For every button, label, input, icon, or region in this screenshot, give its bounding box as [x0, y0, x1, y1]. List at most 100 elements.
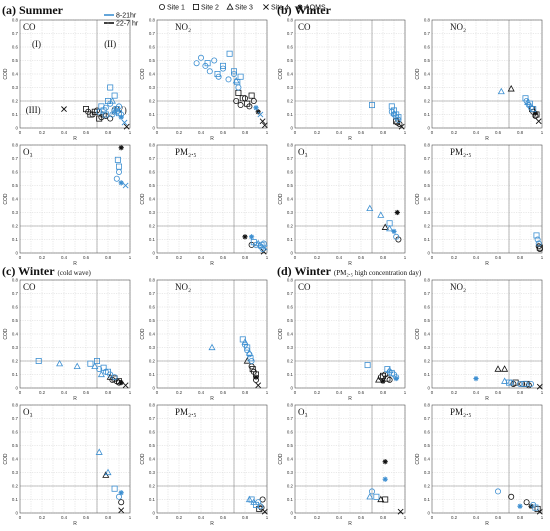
point-day-triangle — [497, 87, 505, 95]
point-day-circle — [113, 175, 120, 182]
x-tick-label: 0.2 — [176, 130, 183, 135]
y-tick-label: 0.1 — [287, 372, 294, 377]
panel: 0 0.1 0.2 0.3 0.4 0.5 0.6 0.7 0.8 0 0.2 0.4 0.6 0.8 1 R… — [140, 18, 269, 143]
x-tick-label: 0 — [156, 515, 159, 520]
x-axis-label: R — [210, 261, 214, 267]
y-tick-label: 0.3 — [149, 345, 156, 350]
y-tick-label: 0.6 — [424, 305, 431, 310]
x-tick-label: 0.8 — [105, 130, 112, 135]
y-tick-label: 0 — [291, 511, 294, 516]
panel-title: PM₂.₅ — [450, 147, 472, 157]
x-axis-label: R — [73, 521, 77, 527]
y-tick-label: 0.3 — [287, 85, 294, 90]
point-night-x — [61, 106, 67, 113]
y-tick-label: 0.1 — [424, 112, 431, 117]
x-axis-label: R — [485, 136, 489, 142]
point-day-square — [100, 107, 107, 114]
x-tick-label: 0.6 — [358, 390, 365, 395]
point-day-circle — [528, 380, 535, 387]
x-tick-label: 0 — [431, 130, 434, 135]
y-tick-label: 0 — [153, 511, 156, 516]
point-day-square — [533, 232, 540, 239]
y-tick-label: 0.5 — [424, 318, 431, 323]
x-tick-label: 1 — [129, 515, 132, 520]
point-day-star — [473, 375, 479, 382]
y-tick-label: 0.8 — [424, 18, 431, 23]
y-tick-label: 0.5 — [12, 443, 19, 448]
y-tick-label: 0.7 — [149, 156, 156, 161]
point-day-triangle — [501, 377, 509, 384]
y-tick-label: 0 — [16, 511, 19, 516]
y-tick-label: 0.1 — [12, 237, 19, 242]
y-tick-label: 0.6 — [424, 430, 431, 435]
panel-title: PM₂.₅ — [450, 407, 472, 417]
grid — [157, 19, 268, 129]
x-axis-label: R — [348, 136, 352, 142]
x-tick-label: 0.4 — [198, 390, 205, 395]
x-tick-label: 0 — [19, 515, 22, 520]
point-day-star — [249, 234, 255, 240]
x-tick-label: 0 — [156, 255, 159, 260]
y-tick-label: 0.6 — [149, 430, 156, 435]
y-tick-label: 0.4 — [424, 197, 431, 202]
point-day-square — [111, 92, 118, 99]
x-tick-label: 0.8 — [242, 255, 249, 260]
point-day-square — [102, 111, 109, 118]
x-tick-label: 0 — [431, 255, 434, 260]
x-axis-label: R — [485, 521, 489, 527]
x-tick-label: 0.8 — [517, 515, 524, 520]
panel: 0 0.1 0.2 0.3 0.4 0.5 0.6 0.7 0.8 0 0.2 0.4 0.6 0.8 1 R… — [3, 143, 132, 268]
point-day-circle — [111, 374, 118, 381]
x-tick-label: 0.8 — [105, 390, 112, 395]
y-tick-label: 0.6 — [149, 45, 156, 50]
x-tick-label: 0.2 — [451, 390, 458, 395]
y-tick-label: 0.5 — [149, 318, 156, 323]
panel-title: O₃ — [23, 407, 33, 417]
x-tick-label: 1 — [541, 515, 544, 520]
point-day-triangle — [232, 76, 240, 84]
y-tick-label: 0.4 — [12, 332, 19, 337]
x-tick-label: 0.6 — [358, 255, 365, 260]
y-tick-label: 0.1 — [149, 237, 156, 242]
point-night-star — [382, 459, 388, 465]
y-tick-label: 0.1 — [424, 497, 431, 502]
x-tick-label: 0.4 — [473, 390, 480, 395]
panel-title: PM₂.₅ — [175, 147, 197, 157]
data-points — [242, 234, 268, 255]
point-day-square — [373, 493, 380, 500]
panel-title: NO₂ — [450, 22, 466, 32]
point-day-circle — [494, 488, 501, 495]
point-day-triangle — [524, 98, 532, 105]
point-day-square — [94, 357, 101, 364]
data-points — [494, 488, 543, 515]
x-tick-label: 1 — [129, 255, 132, 260]
y-tick-label: 0.2 — [424, 359, 431, 364]
point-day-square — [204, 60, 211, 67]
plot-frame — [431, 279, 543, 389]
point-day-square — [237, 73, 244, 80]
data-points — [61, 84, 130, 130]
y-tick-label: 0.5 — [424, 183, 431, 188]
point-day-triangle — [241, 338, 249, 345]
y-tick-label: 0.7 — [12, 31, 19, 36]
y-tick-label: 0.8 — [287, 278, 294, 283]
point-day-triangle — [366, 204, 374, 212]
point-day-circle — [109, 111, 116, 118]
y-tick-label: 0.3 — [424, 85, 431, 90]
quadrant-label: (III) — [26, 105, 41, 115]
point-night-square — [239, 95, 246, 102]
y-tick-label: 0.2 — [287, 359, 294, 364]
y-tick-label: 0.1 — [12, 497, 19, 502]
x-tick-label: 0 — [156, 130, 159, 135]
point-night-x — [118, 507, 125, 514]
x-axis-label: R — [210, 521, 214, 527]
y-tick-label: 0.2 — [12, 99, 19, 104]
x-tick-label: 0 — [294, 255, 297, 260]
point-day-square — [388, 370, 395, 377]
y-tick-label: 0.2 — [149, 99, 156, 104]
y-tick-label: 0.4 — [149, 72, 156, 77]
point-night-square — [91, 108, 98, 115]
y-tick-label: 0.8 — [424, 278, 431, 283]
panel-title: O₃ — [298, 147, 308, 157]
